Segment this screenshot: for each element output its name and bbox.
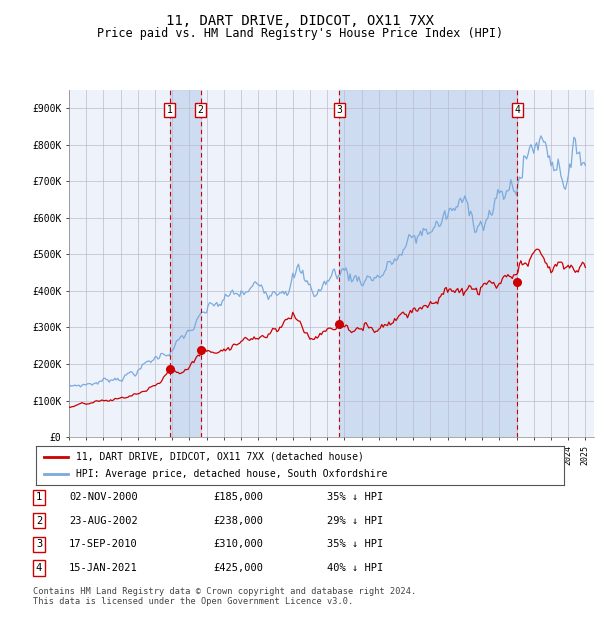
Text: Price paid vs. HM Land Registry's House Price Index (HPI): Price paid vs. HM Land Registry's House …	[97, 27, 503, 40]
Text: 2: 2	[36, 516, 42, 526]
Text: 35% ↓ HPI: 35% ↓ HPI	[327, 492, 383, 502]
Text: 1: 1	[167, 105, 172, 115]
Bar	[170, 90, 200, 437]
Text: £185,000: £185,000	[213, 492, 263, 502]
Bar	[340, 90, 517, 437]
Text: 2: 2	[198, 105, 203, 115]
Text: 29% ↓ HPI: 29% ↓ HPI	[327, 516, 383, 526]
Text: 02-NOV-2000: 02-NOV-2000	[69, 492, 138, 502]
Text: 4: 4	[514, 105, 520, 115]
Text: 11, DART DRIVE, DIDCOT, OX11 7XX: 11, DART DRIVE, DIDCOT, OX11 7XX	[166, 14, 434, 28]
Text: 40% ↓ HPI: 40% ↓ HPI	[327, 563, 383, 573]
Text: HPI: Average price, detached house, South Oxfordshire: HPI: Average price, detached house, Sout…	[76, 469, 387, 479]
Text: £238,000: £238,000	[213, 516, 263, 526]
Text: Contains HM Land Registry data © Crown copyright and database right 2024.
This d: Contains HM Land Registry data © Crown c…	[33, 587, 416, 606]
Text: 1: 1	[36, 492, 42, 502]
Text: 17-SEP-2010: 17-SEP-2010	[69, 539, 138, 549]
Text: 4: 4	[36, 563, 42, 573]
Text: 15-JAN-2021: 15-JAN-2021	[69, 563, 138, 573]
Text: 3: 3	[36, 539, 42, 549]
Text: £310,000: £310,000	[213, 539, 263, 549]
Text: 23-AUG-2002: 23-AUG-2002	[69, 516, 138, 526]
Text: 35% ↓ HPI: 35% ↓ HPI	[327, 539, 383, 549]
Text: 3: 3	[337, 105, 343, 115]
Text: 11, DART DRIVE, DIDCOT, OX11 7XX (detached house): 11, DART DRIVE, DIDCOT, OX11 7XX (detach…	[76, 452, 364, 462]
Text: £425,000: £425,000	[213, 563, 263, 573]
